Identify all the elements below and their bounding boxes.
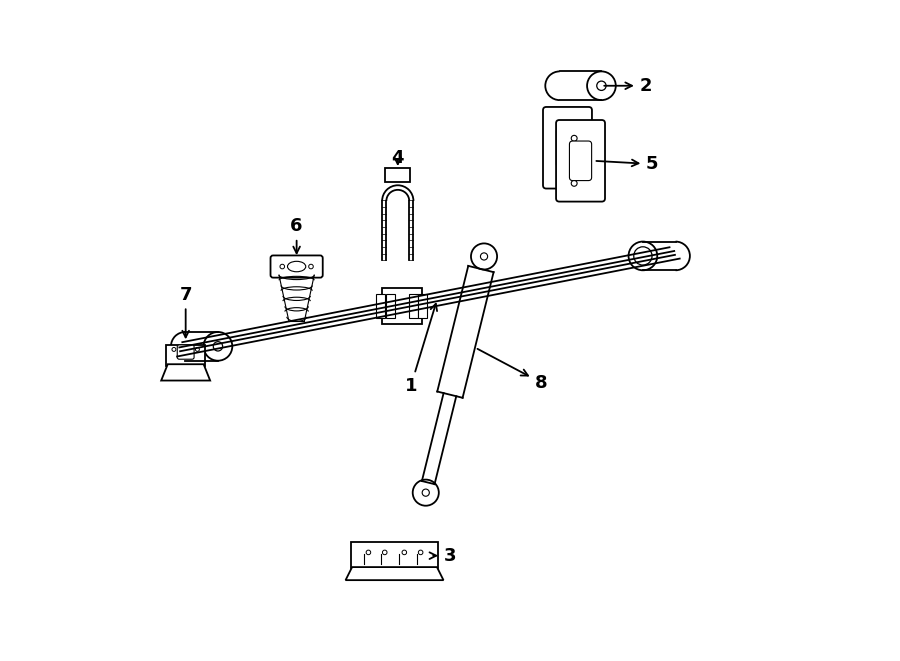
Ellipse shape [213,342,222,351]
Polygon shape [346,567,444,580]
Ellipse shape [287,261,306,272]
Polygon shape [161,364,210,381]
Ellipse shape [634,247,652,265]
Ellipse shape [172,348,176,352]
Ellipse shape [418,550,423,555]
Text: 2: 2 [604,77,652,95]
Ellipse shape [558,122,564,128]
FancyBboxPatch shape [382,288,421,324]
Ellipse shape [558,167,564,173]
Ellipse shape [481,253,488,260]
FancyBboxPatch shape [556,128,579,167]
Text: 1: 1 [405,304,437,395]
Ellipse shape [587,71,616,100]
Text: 8: 8 [478,349,548,392]
FancyBboxPatch shape [386,293,395,319]
Ellipse shape [422,489,429,496]
Text: 5: 5 [597,155,659,173]
FancyBboxPatch shape [409,293,418,319]
Ellipse shape [309,264,313,269]
FancyBboxPatch shape [351,543,438,568]
Ellipse shape [572,180,577,186]
Ellipse shape [366,550,371,555]
Ellipse shape [471,243,497,270]
FancyBboxPatch shape [556,120,605,202]
Ellipse shape [280,264,284,269]
FancyBboxPatch shape [271,255,323,278]
Text: 7: 7 [179,286,192,337]
Ellipse shape [382,550,387,555]
FancyBboxPatch shape [570,141,591,180]
Ellipse shape [597,81,606,91]
Ellipse shape [572,136,577,141]
Ellipse shape [402,550,407,555]
Ellipse shape [413,480,439,506]
FancyBboxPatch shape [418,293,427,319]
Ellipse shape [203,332,232,361]
FancyBboxPatch shape [166,345,205,366]
FancyBboxPatch shape [177,345,194,359]
FancyBboxPatch shape [543,107,592,188]
FancyBboxPatch shape [376,293,385,319]
FancyBboxPatch shape [385,168,410,182]
Text: 4: 4 [392,149,404,167]
Ellipse shape [195,348,200,352]
Text: 3: 3 [429,547,456,564]
Text: 6: 6 [291,217,303,253]
Ellipse shape [628,241,657,270]
